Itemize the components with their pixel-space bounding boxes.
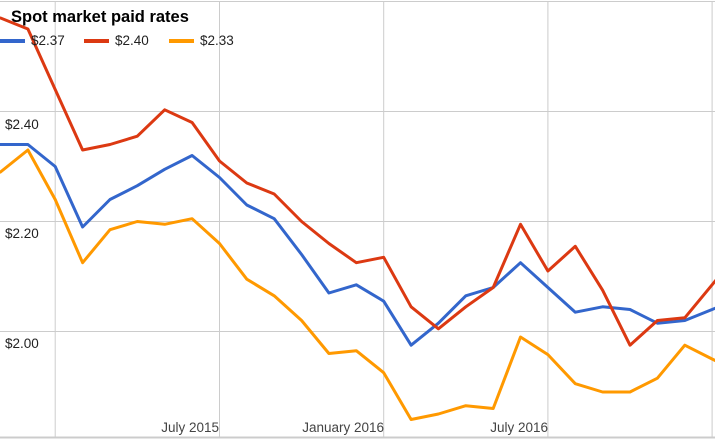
legend-item-1: $2.40 — [84, 34, 149, 48]
series-line-2[interactable] — [0, 148, 715, 421]
x-axis-label: January 2016 — [302, 420, 384, 435]
legend-item-0: $2.37 — [0, 34, 65, 48]
x-axis-label: July 2015 — [161, 420, 219, 435]
series-line-1[interactable] — [0, 16, 715, 347]
series-line-0[interactable] — [0, 143, 715, 347]
legend-line-swatch — [84, 39, 109, 43]
y-axis-label: $2.40 — [5, 117, 39, 132]
legend-line-swatch — [169, 39, 194, 43]
x-axis-label: July 2016 — [490, 420, 548, 435]
y-axis-label: $2.00 — [5, 336, 39, 351]
legend-label: $2.33 — [200, 33, 234, 48]
legend-label: $2.37 — [31, 33, 65, 48]
legend-item-2: $2.33 — [169, 34, 234, 48]
legend-label: $2.40 — [115, 33, 149, 48]
y-axis-label: $2.20 — [5, 226, 39, 241]
chart-title: Spot market paid rates — [11, 8, 189, 26]
legend-line-swatch — [0, 39, 25, 43]
